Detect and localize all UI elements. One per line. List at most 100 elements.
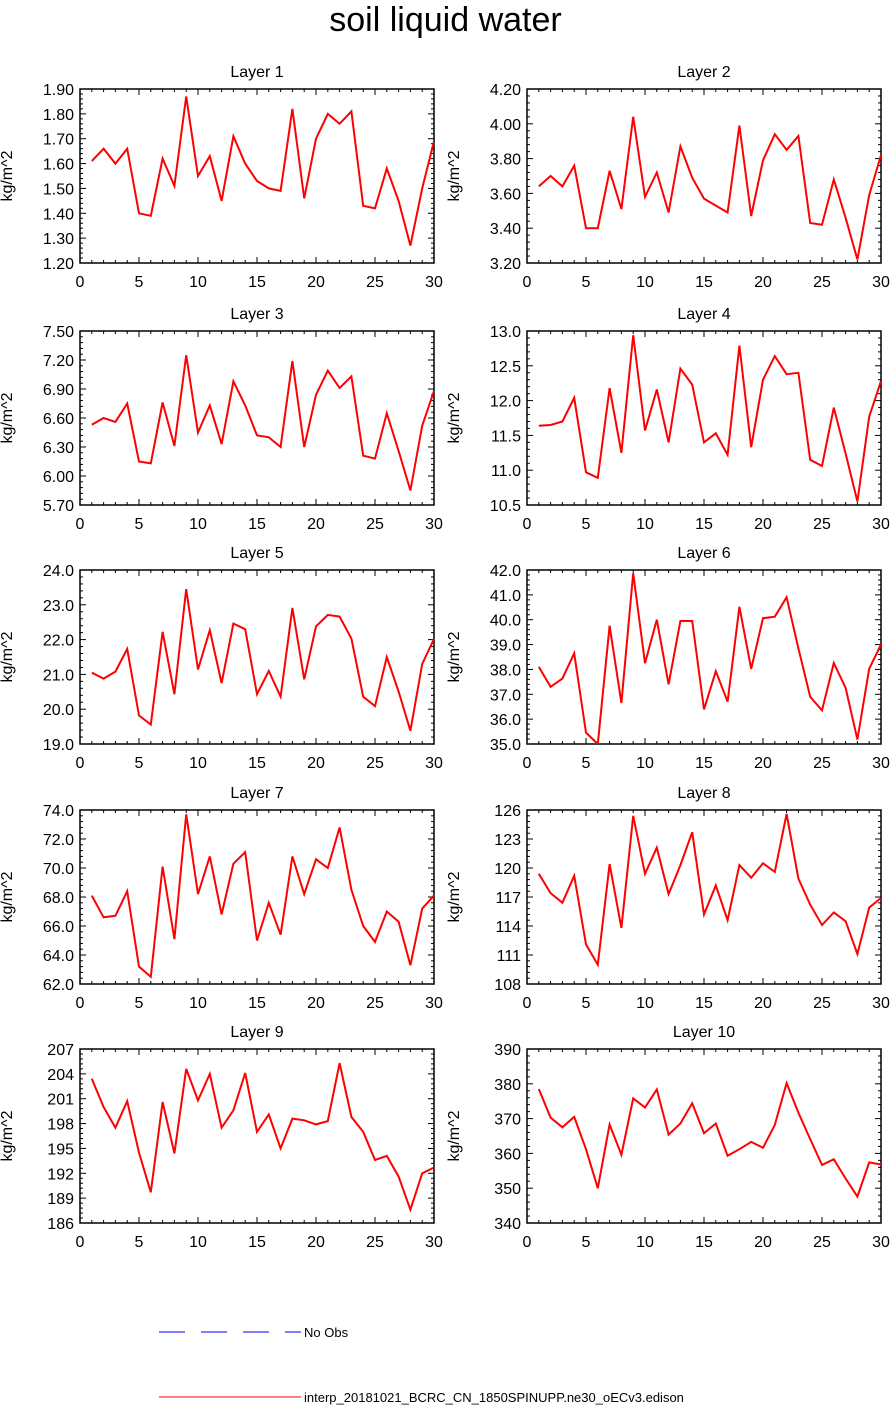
x-tick-label: 20 <box>307 274 325 291</box>
y-tick-label: 390 <box>494 1042 521 1059</box>
y-axis-label: kg/m^2 <box>446 871 463 922</box>
x-tick-label: 30 <box>425 274 443 291</box>
panel-title: Layer 9 <box>230 1024 283 1041</box>
x-tick-label: 5 <box>135 995 144 1012</box>
x-tick-label: 30 <box>872 755 890 772</box>
y-axis-label: kg/m^2 <box>0 631 16 682</box>
x-tick-label: 10 <box>636 516 654 533</box>
x-tick-label: 20 <box>307 995 325 1012</box>
chart-panels: 0 5 10 15 20 25 30 1.20 1.30 1.40 1.50 1.60 1.70 1.80… <box>0 64 890 1251</box>
y-tick-label: 1.80 <box>43 107 74 124</box>
y-tick-label: 10.5 <box>490 498 521 515</box>
y-tick-label: 22.0 <box>43 633 74 650</box>
y-tick-label: 23.0 <box>43 598 74 615</box>
y-tick-label: 4.00 <box>490 117 521 134</box>
x-tick-label: 0 <box>76 516 85 533</box>
y-tick-label: 380 <box>494 1077 521 1094</box>
x-tick-label: 20 <box>754 516 772 533</box>
x-tick-label: 30 <box>872 1234 890 1251</box>
x-tick-label: 10 <box>636 995 654 1012</box>
x-tick-label: 15 <box>248 516 266 533</box>
y-tick-label: 123 <box>494 832 521 849</box>
y-tick-label: 340 <box>494 1216 521 1233</box>
x-tick-label: 0 <box>523 1234 532 1251</box>
y-tick-label: 126 <box>494 803 521 820</box>
y-tick-label: 5.70 <box>43 498 74 515</box>
y-tick-label: 3.80 <box>490 152 521 169</box>
y-tick-label: 42.0 <box>490 563 521 580</box>
y-tick-label: 201 <box>47 1092 74 1109</box>
x-tick-label: 5 <box>135 755 144 772</box>
x-tick-label: 20 <box>307 755 325 772</box>
chart-panel-6: 0 5 10 15 20 25 30 35.0 36.0 37.0 38.0 39.0 40.0 41.0… <box>446 545 890 772</box>
y-tick-label: 1.60 <box>43 157 74 174</box>
chart-panel-2: 0 5 10 15 20 25 30 3.20 3.40 3.60 3.80 4.00 4.20 Laye… <box>446 64 890 291</box>
x-tick-label: 10 <box>189 274 207 291</box>
x-tick-label: 0 <box>76 755 85 772</box>
y-tick-label: 70.0 <box>43 861 74 878</box>
x-tick-label: 0 <box>523 274 532 291</box>
y-tick-label: 1.70 <box>43 132 74 149</box>
x-tick-label: 30 <box>425 755 443 772</box>
y-tick-label: 360 <box>494 1146 521 1163</box>
x-tick-label: 15 <box>695 995 713 1012</box>
panel-title: Layer 2 <box>677 64 730 81</box>
y-tick-label: 11.0 <box>491 463 521 480</box>
series-line-1 <box>90 814 434 979</box>
x-tick-label: 20 <box>754 274 772 291</box>
y-axis-label: kg/m^2 <box>0 392 16 443</box>
x-tick-label: 5 <box>582 516 591 533</box>
panel-title: Layer 1 <box>230 64 283 81</box>
y-tick-label: 117 <box>495 890 521 907</box>
y-tick-label: 111 <box>497 948 521 965</box>
x-tick-label: 15 <box>695 274 713 291</box>
x-tick-label: 20 <box>307 516 325 533</box>
y-tick-label: 68.0 <box>43 890 74 907</box>
x-tick-label: 20 <box>754 995 772 1012</box>
series-line-1 <box>91 588 434 732</box>
y-tick-label: 35.0 <box>490 737 521 754</box>
x-tick-label: 0 <box>523 755 532 772</box>
x-tick-label: 30 <box>872 516 890 533</box>
panel-title: Layer 7 <box>230 785 283 802</box>
chart-panel-10: 0 5 10 15 20 25 30 340 350 360 370 380 390 Layer 10 kg… <box>446 1024 890 1251</box>
y-tick-label: 72.0 <box>43 832 74 849</box>
y-tick-label: 3.40 <box>490 221 521 238</box>
y-axis-label: kg/m^2 <box>0 871 16 922</box>
y-tick-label: 108 <box>494 977 521 994</box>
x-tick-label: 25 <box>366 516 384 533</box>
x-tick-label: 30 <box>425 1234 443 1251</box>
x-tick-label: 20 <box>307 1234 325 1251</box>
x-tick-label: 25 <box>366 274 384 291</box>
y-tick-label: 40.0 <box>490 613 521 630</box>
x-tick-label: 25 <box>813 274 831 291</box>
y-tick-label: 114 <box>495 919 521 936</box>
x-tick-label: 25 <box>366 995 384 1012</box>
y-tick-label: 38.0 <box>490 662 521 679</box>
x-tick-label: 15 <box>248 755 266 772</box>
x-tick-label: 5 <box>582 995 591 1012</box>
y-tick-label: 7.20 <box>43 353 74 370</box>
y-tick-label: 36.0 <box>490 712 521 729</box>
x-tick-label: 25 <box>366 1234 384 1251</box>
y-tick-label: 207 <box>47 1042 74 1059</box>
x-tick-label: 0 <box>76 995 85 1012</box>
panel-title: Layer 8 <box>677 785 730 802</box>
y-axis-label: kg/m^2 <box>446 150 463 201</box>
y-tick-label: 39.0 <box>490 638 521 655</box>
y-tick-label: 12.0 <box>490 394 521 411</box>
panel-title: Layer 10 <box>673 1024 735 1041</box>
series-line-1 <box>91 96 434 246</box>
y-tick-label: 3.20 <box>490 256 521 273</box>
x-tick-label: 15 <box>248 995 266 1012</box>
y-tick-label: 189 <box>47 1191 74 1208</box>
y-tick-label: 198 <box>47 1117 74 1134</box>
x-tick-label: 5 <box>135 1234 144 1251</box>
y-tick-label: 41.0 <box>490 588 521 605</box>
panel-title: Layer 6 <box>677 545 730 562</box>
y-tick-label: 1.50 <box>43 181 74 198</box>
y-axis-label: kg/m^2 <box>446 1110 463 1161</box>
x-tick-label: 15 <box>695 516 713 533</box>
y-tick-label: 66.0 <box>43 919 74 936</box>
